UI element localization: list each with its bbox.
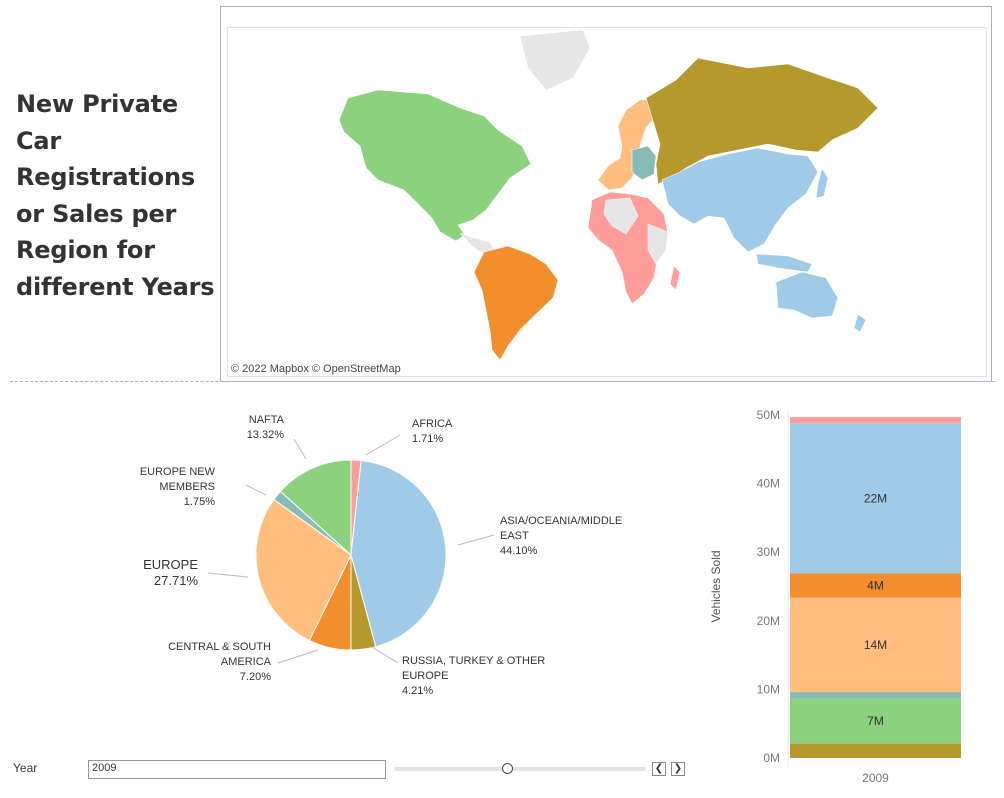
map-region-europe-new-members [631,145,657,181]
pie-percent-asia-oceania-middle-east: 44.10% [500,545,538,557]
world-map-panel[interactable] [220,6,992,382]
pie-percent-europe-new-members: 1.75% [184,496,215,508]
bar-label-europe: 14M [864,638,887,652]
map-region-southeast-asia [755,253,813,273]
map-region-africa-nodata [603,197,639,235]
pie-leader-line [365,434,401,456]
pie-percent-russia-turkey-other-europe: 4.21% [402,685,433,697]
map-region-new-zealand [853,313,867,333]
year-filter-label: Year [13,761,38,775]
map-region-africa-nodata-2 [647,223,669,265]
pie-label-asia-oceania-middle-east: ASIA/OCEANIA/MIDDLE EAST [500,515,622,542]
map-region-australia [775,271,839,319]
pie-label-europe: EUROPE [143,557,198,572]
pie-leader-line [371,646,399,664]
section-divider [10,381,995,382]
chevron-right-icon[interactable]: ❯ [671,762,685,776]
y-tick-label: 40M [757,477,780,491]
y-tick-label: 50M [757,408,780,422]
pie-slice-europe[interactable] [255,498,352,642]
year-slider-thumb[interactable] [502,763,513,774]
year-filter-input[interactable]: 2009 [88,760,386,779]
pie-slice-asia-oceania-middle-east[interactable] [350,459,447,648]
x-category-label: 2009 [862,771,889,785]
bar-segment-africa[interactable] [790,417,961,424]
pie-leader-line [457,534,495,546]
bar-segment-nafta[interactable] [790,698,961,744]
dashboard-title: New Private Car Registrations or Sales p… [16,90,215,301]
bar-label-central-south-america: 4M [867,578,884,592]
y-axis-title: Vehicles Sold [709,550,723,622]
pie-label-russia-turkey-other-europe: RUSSIA, TURKEY & OTHER EUROPE [402,655,545,682]
map-region-asia-oceania [661,147,819,253]
bar-segment-russia-turkey-other-europe[interactable] [790,743,961,758]
bar-segment-europe-new-members[interactable] [790,692,961,699]
map-region-nafta [338,89,532,242]
map-region-japan [815,167,829,199]
pie-leader-line [293,438,307,460]
world-map-canvas[interactable] [228,28,988,378]
y-tick-label: 10M [757,682,780,696]
bar-label-nafta: 7M [867,714,884,728]
y-tick-label: 0M [763,751,780,765]
region-share-pie-chart[interactable]: AFRICA 1.71% ASIA/OCEANIA/MIDDLE EAST 44.10%… [0,395,680,725]
map-region-central-south-america [473,245,559,361]
bar-label-asia-oceania-middle-east: 22M [864,491,887,505]
world-map[interactable] [227,27,987,377]
pie-percent-nafta: 13.32% [247,429,285,441]
map-region-russia-turkey [645,57,879,185]
map-region-greenland [519,29,591,91]
pie-label-europe-new-members: EUROPE NEW MEMBERS [140,466,216,493]
pie-percent-africa: 1.71% [412,433,443,445]
pie-label-africa: AFRICA [412,418,453,430]
map-region-madagascar [669,265,681,291]
bar-segment-central-south-america[interactable] [790,573,961,598]
y-tick-label: 30M [757,545,780,559]
year-slider-track[interactable] [394,767,646,771]
pie-slice-nafta[interactable] [279,459,352,557]
chevron-left-icon[interactable]: ❮ [652,762,666,776]
pie-label-central-south-america: CENTRAL & SOUTH AMERICA [168,641,272,668]
pie-leader-line [245,484,267,496]
map-credit: © 2022 Mapbox © OpenStreetMap [231,363,401,375]
pie-percent-europe: 27.71% [154,573,199,588]
y-tick-label: 20M [757,614,780,628]
pie-leader-line [277,649,319,664]
pie-percent-central-south-america: 7.20% [240,671,271,683]
pie-leader-line [207,572,249,578]
pie-label-nafta: NAFTA [249,414,285,426]
bar-segment-europe[interactable] [790,597,961,693]
bar-segment-asia-oceania-middle-east[interactable] [790,423,961,574]
vehicles-sold-bar-chart[interactable]: 0M 10M 20M 30M 40M 50M Vehicles Sold 7M 14M 4M 22M… [700,395,1000,795]
